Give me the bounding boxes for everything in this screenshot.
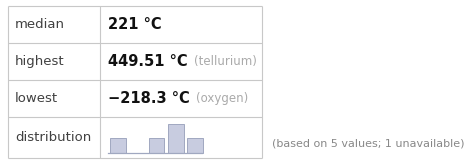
Bar bbox=[188, 138, 203, 153]
Text: −218.3 °C: −218.3 °C bbox=[108, 91, 190, 106]
Text: (tellurium): (tellurium) bbox=[194, 55, 257, 68]
Bar bbox=[110, 138, 125, 153]
Text: lowest: lowest bbox=[15, 92, 58, 105]
Text: 449.51 °C: 449.51 °C bbox=[108, 54, 188, 69]
Text: (oxygen): (oxygen) bbox=[196, 92, 248, 105]
Bar bbox=[168, 124, 184, 153]
Text: highest: highest bbox=[15, 55, 65, 68]
Text: median: median bbox=[15, 18, 65, 31]
Text: (based on 5 values; 1 unavailable): (based on 5 values; 1 unavailable) bbox=[272, 139, 464, 149]
Bar bbox=[149, 138, 164, 153]
Text: 221 °C: 221 °C bbox=[108, 17, 162, 32]
Text: distribution: distribution bbox=[15, 131, 91, 144]
